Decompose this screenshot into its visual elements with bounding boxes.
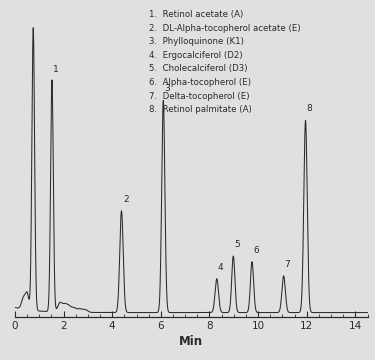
Text: 8: 8	[307, 104, 312, 113]
Text: 2: 2	[123, 195, 129, 204]
Text: 1.  Retinol acetate (A)
2.  DL-Alpha-tocopherol acetate (E)
3.  Phylloquinone (K: 1. Retinol acetate (A) 2. DL-Alpha-tocop…	[149, 10, 301, 114]
Text: 1: 1	[53, 65, 59, 74]
X-axis label: Min: Min	[179, 335, 203, 348]
Text: 3: 3	[165, 85, 171, 94]
Text: 4: 4	[218, 262, 223, 271]
Text: 5: 5	[234, 240, 240, 249]
Text: 6: 6	[253, 246, 259, 255]
Text: 7: 7	[285, 260, 290, 269]
